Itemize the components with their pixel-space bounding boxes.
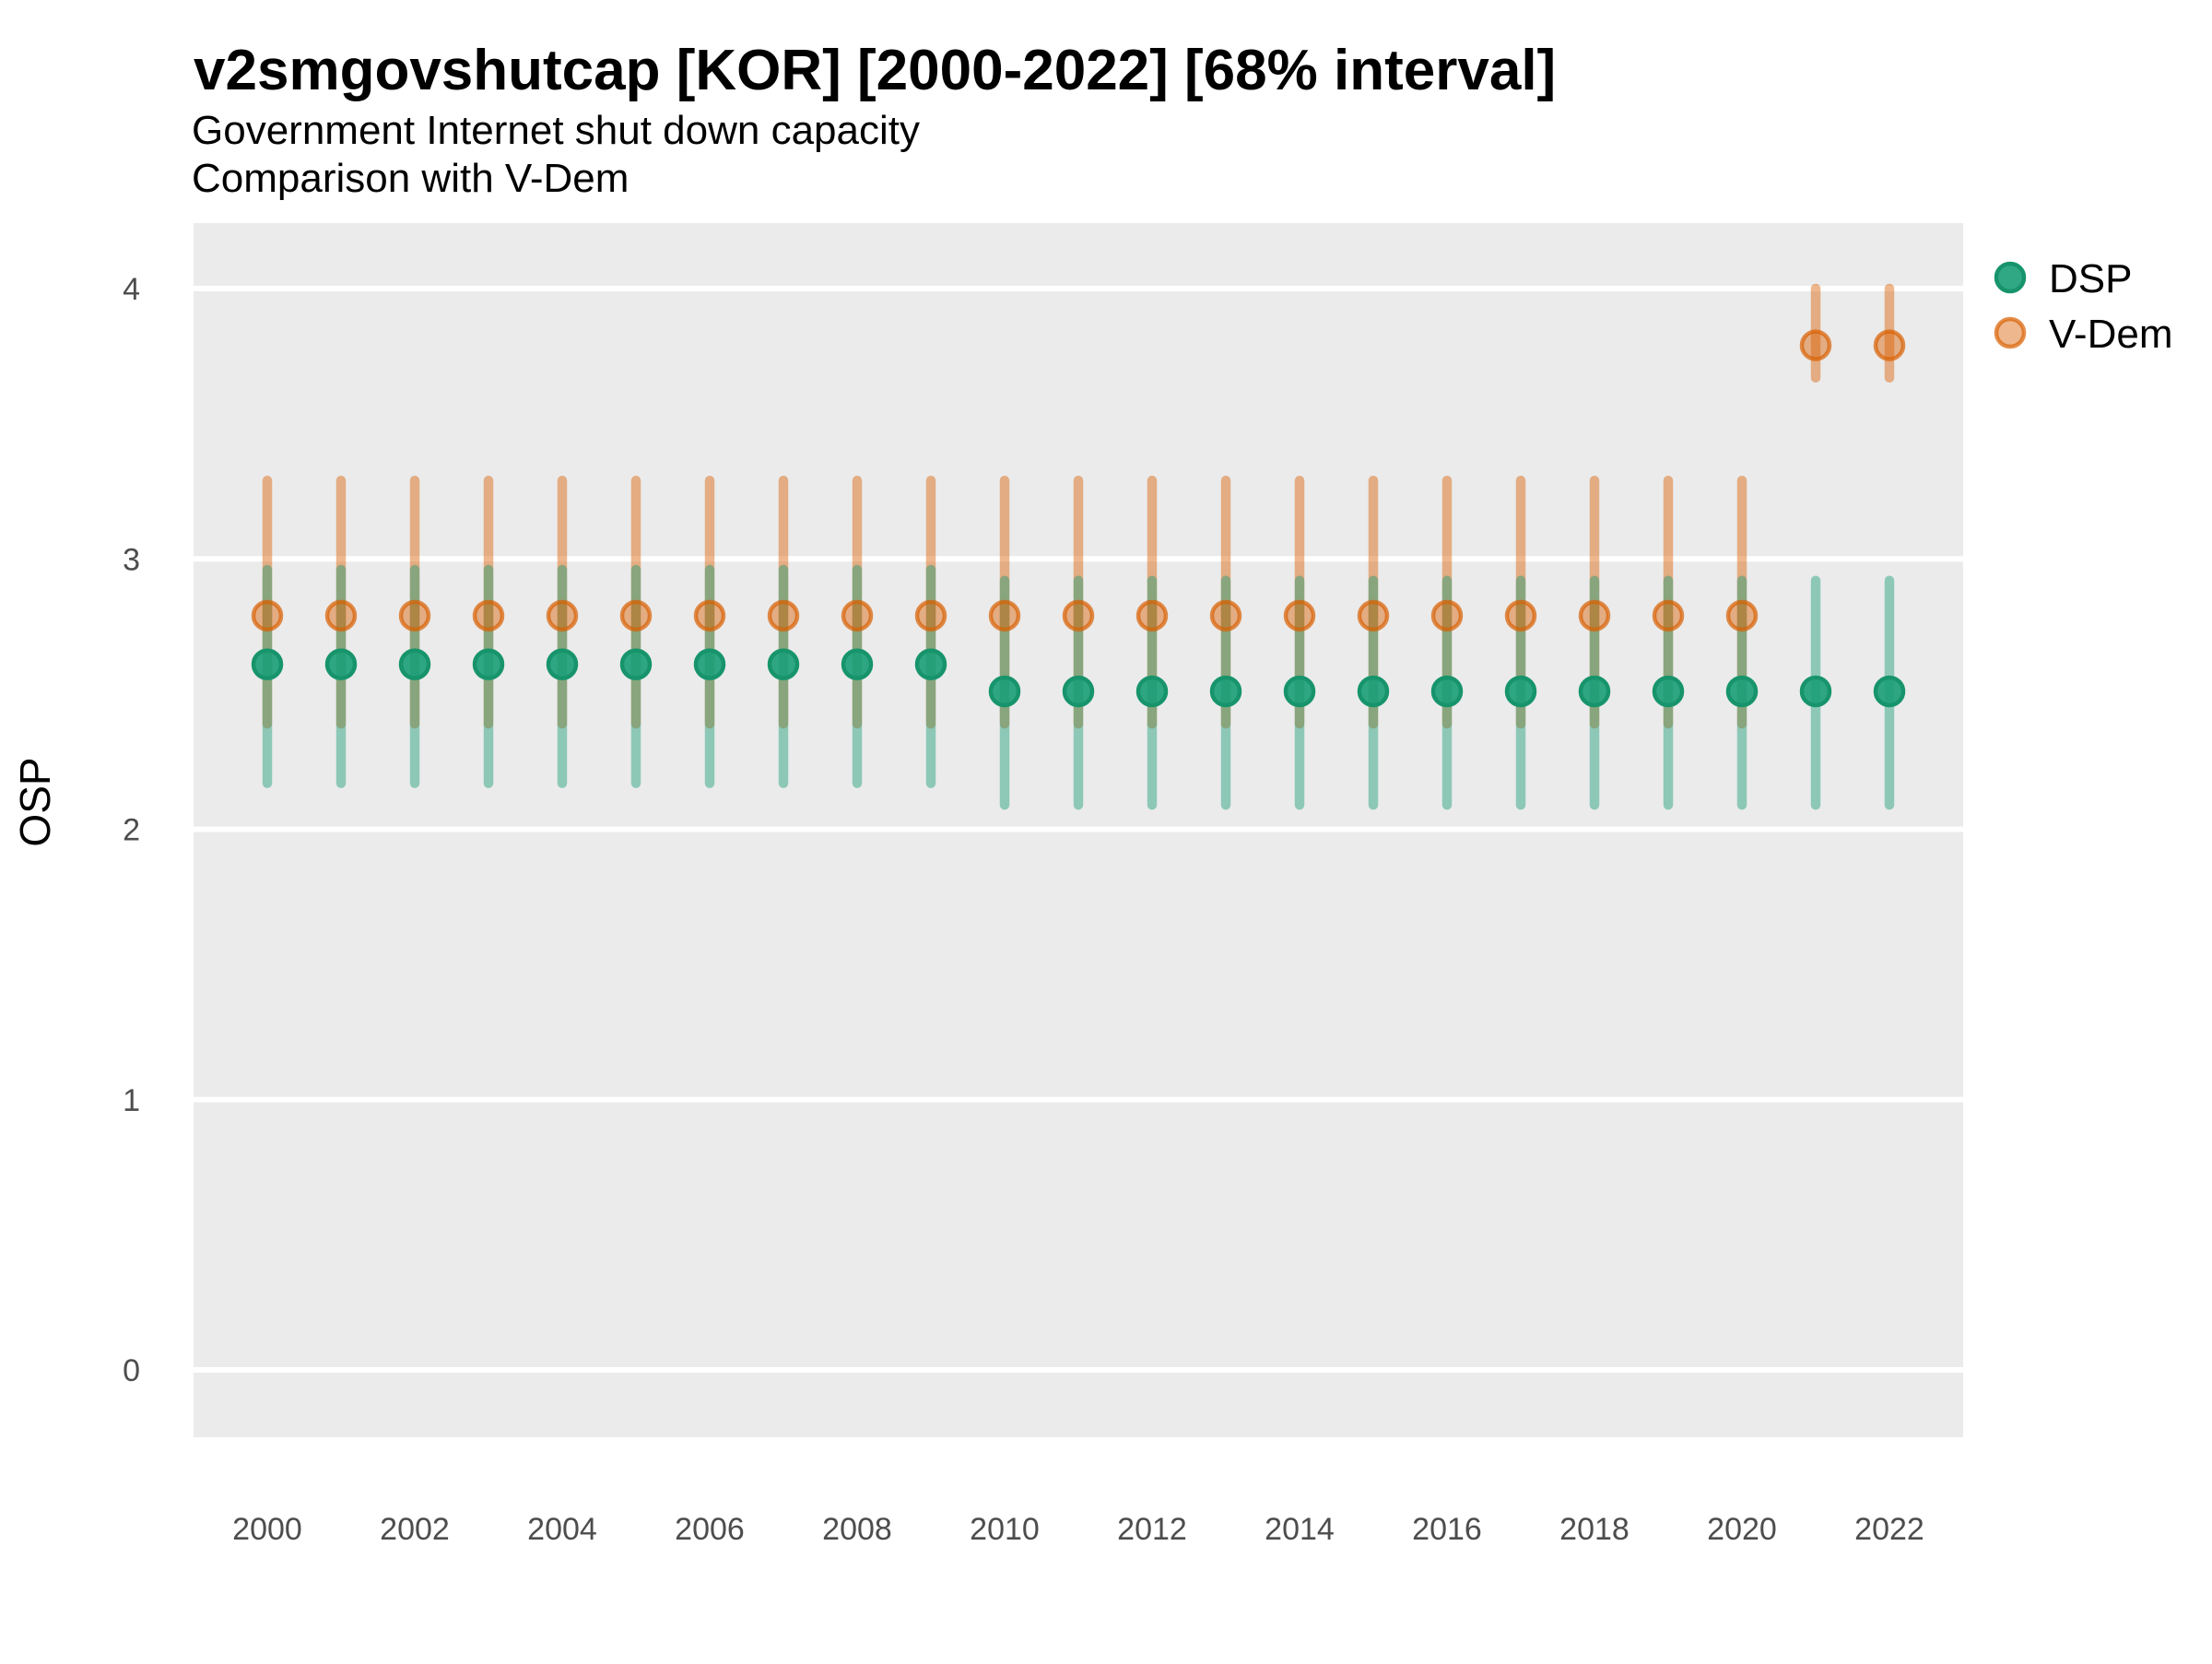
vdem-point-2022 (1873, 329, 1906, 361)
x-tick-label-2002: 2002 (380, 1512, 450, 1547)
x-tick-label-2012: 2012 (1117, 1512, 1187, 1547)
dsp-point-2020 (1725, 675, 1759, 708)
legend-label-dsp: DSP (2049, 256, 2132, 301)
vdem-point-2017 (1504, 599, 1537, 632)
vdem-point-2015 (1357, 599, 1390, 632)
dsp-point-2009 (914, 648, 947, 680)
y-tick-label-3: 3 (123, 542, 140, 577)
x-tick-label-2000: 2000 (232, 1512, 302, 1547)
dsp-point-2008 (841, 648, 874, 680)
y-tick-label-0: 0 (123, 1353, 140, 1388)
x-axis-tick-labels: 2000 2002 2004 2006 2008 2010 2012 2014 2016 2018… (232, 1512, 1924, 1547)
y-tick-label-2: 2 (123, 813, 140, 848)
legend-label-vdem: V-Dem (2049, 312, 2172, 357)
dsp-point-2000 (251, 648, 284, 680)
x-tick-label-2018: 2018 (1559, 1512, 1630, 1547)
dsp-point-2004 (546, 648, 579, 680)
dsp-point-2012 (1135, 675, 1169, 708)
dsp-point-2014 (1283, 675, 1316, 708)
vdem-point-2002 (398, 599, 431, 632)
chart-subtitle-line2: Comparison with V-Dem (192, 156, 629, 201)
dsp-point-2015 (1357, 675, 1390, 708)
y-axis-tick-labels: 0 1 2 3 4 (123, 272, 140, 1388)
legend-marker-vdem-icon (1994, 316, 2027, 349)
legend-marker-dsp-icon (1994, 261, 2027, 294)
vdem-point-2011 (1062, 599, 1095, 632)
dsp-point-2010 (988, 675, 1021, 708)
dsp-point-2013 (1209, 675, 1242, 708)
x-tick-label-2004: 2004 (527, 1512, 597, 1547)
vdem-point-2003 (472, 599, 505, 632)
vdem-point-2001 (324, 599, 358, 632)
dsp-point-2022 (1873, 675, 1906, 708)
x-tick-label-2022: 2022 (1854, 1512, 1924, 1547)
vdem-point-2010 (988, 599, 1021, 632)
x-tick-label-2016: 2016 (1412, 1512, 1482, 1547)
vdem-point-2009 (914, 599, 947, 632)
vdem-point-2008 (841, 599, 874, 632)
chart-title: v2smgovshutcap [KOR] [2000-2022] [68% in… (194, 39, 1556, 102)
dsp-point-2021 (1799, 675, 1832, 708)
dsp-point-2011 (1062, 675, 1095, 708)
dsp-point-2018 (1578, 675, 1611, 708)
chart-subtitle-line1: Government Internet shut down capacity (192, 108, 920, 153)
dsp-point-2003 (472, 648, 505, 680)
dsp-point-2006 (693, 648, 726, 680)
data-marks (251, 283, 1906, 810)
x-tick-label-2020: 2020 (1707, 1512, 1777, 1547)
x-tick-label-2014: 2014 (1265, 1512, 1335, 1547)
vdem-point-2000 (251, 599, 284, 632)
dsp-point-2019 (1652, 675, 1685, 708)
x-tick-label-2010: 2010 (970, 1512, 1040, 1547)
vdem-point-2020 (1725, 599, 1759, 632)
vdem-point-2018 (1578, 599, 1611, 632)
y-tick-label-1: 1 (123, 1083, 140, 1118)
vdem-point-2006 (693, 599, 726, 632)
vdem-point-2004 (546, 599, 579, 632)
vdem-point-2007 (767, 599, 800, 632)
dsp-point-2017 (1504, 675, 1537, 708)
vdem-point-2012 (1135, 599, 1169, 632)
x-tick-label-2006: 2006 (675, 1512, 745, 1547)
dsp-point-2007 (767, 648, 800, 680)
vdem-point-2014 (1283, 599, 1316, 632)
dsp-point-2005 (619, 648, 653, 680)
dsp-point-2016 (1430, 675, 1464, 708)
dsp-point-2001 (324, 648, 358, 680)
vdem-point-2013 (1209, 599, 1242, 632)
vdem-point-2016 (1430, 599, 1464, 632)
vdem-point-2021 (1799, 329, 1832, 361)
y-tick-label-4: 4 (123, 272, 140, 307)
y-axis-title: OSP (11, 757, 59, 846)
x-tick-label-2008: 2008 (822, 1512, 892, 1547)
vdem-point-2005 (619, 599, 653, 632)
vdem-point-2019 (1652, 599, 1685, 632)
dsp-point-2002 (398, 648, 431, 680)
gridlines (194, 286, 1963, 1373)
legend: DSP V-Dem (1994, 256, 2172, 357)
